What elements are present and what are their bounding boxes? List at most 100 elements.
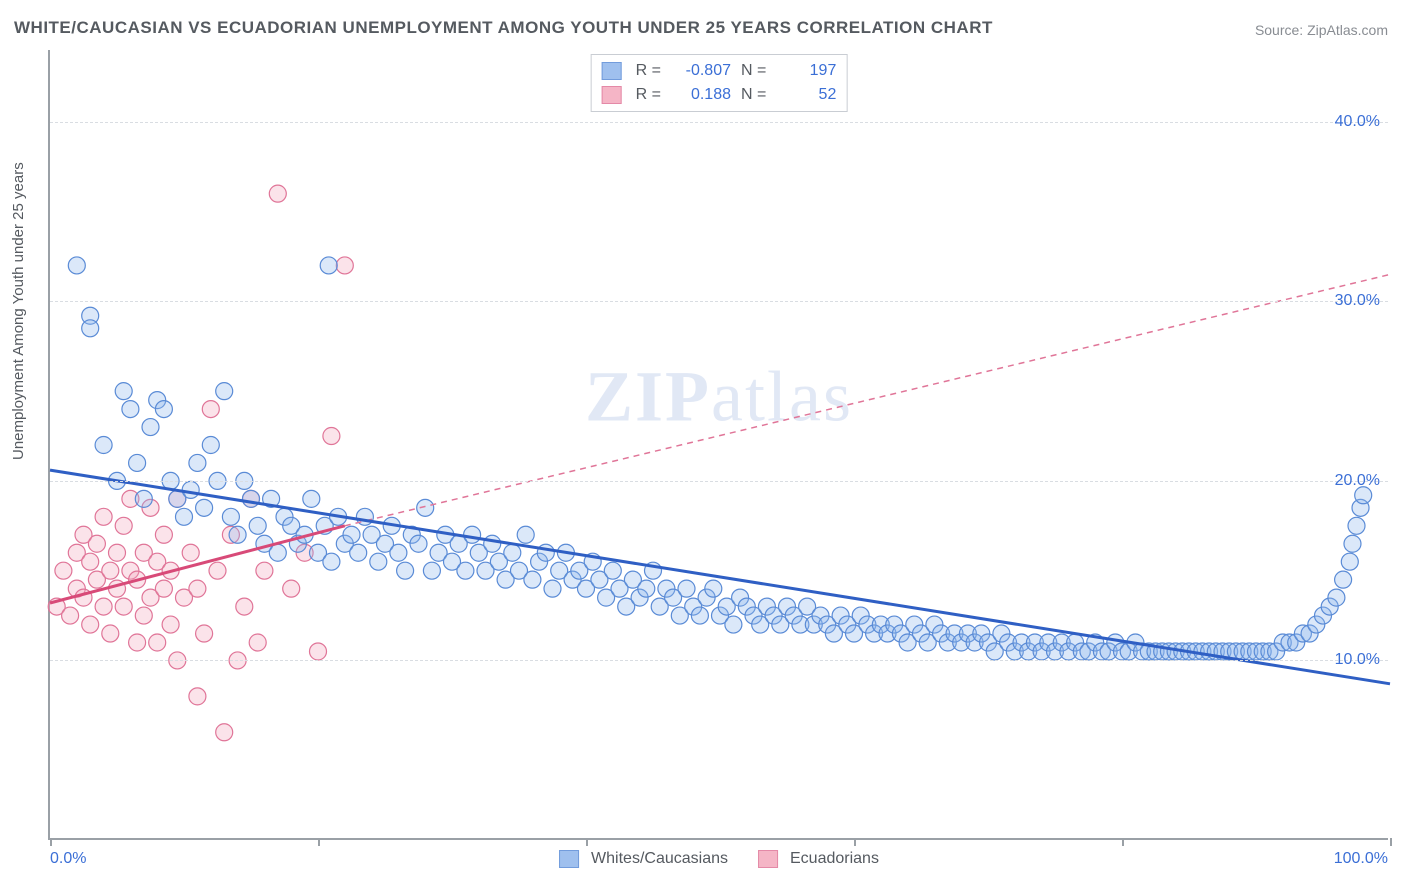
data-point <box>229 526 246 543</box>
trend-line <box>50 470 1390 684</box>
legend-row-whites: R = -0.807 N = 197 <box>602 59 837 83</box>
x-tick <box>1122 838 1124 846</box>
y-tick-label: 10.0% <box>1335 651 1380 669</box>
data-point <box>189 688 206 705</box>
data-point <box>457 562 474 579</box>
data-point <box>202 401 219 418</box>
data-point <box>303 490 320 507</box>
data-point <box>196 499 213 516</box>
data-point <box>202 437 219 454</box>
swatch-ecuadorians <box>602 86 622 104</box>
data-point <box>95 598 112 615</box>
data-point <box>343 526 360 543</box>
data-point <box>129 454 146 471</box>
data-point <box>323 553 340 570</box>
data-point <box>390 544 407 561</box>
data-point <box>142 419 159 436</box>
source-label: Source: ZipAtlas.com <box>1255 22 1388 38</box>
data-point <box>162 616 179 633</box>
data-point <box>88 535 105 552</box>
chart-svg <box>50 50 1388 838</box>
data-point <box>216 383 233 400</box>
swatch-whites-icon <box>559 850 579 868</box>
x-tick <box>854 838 856 846</box>
data-point <box>115 517 132 534</box>
data-point <box>189 580 206 597</box>
data-point <box>1348 517 1365 534</box>
data-point <box>129 634 146 651</box>
y-axis-label: Unemployment Among Youth under 25 years <box>10 162 27 460</box>
data-point <box>155 526 172 543</box>
data-point <box>115 598 132 615</box>
data-point <box>249 634 266 651</box>
data-point <box>102 625 119 642</box>
data-point <box>155 580 172 597</box>
x-tick <box>50 838 52 846</box>
data-point <box>135 607 152 624</box>
y-tick-label: 30.0% <box>1335 292 1380 310</box>
x-tick <box>586 838 588 846</box>
data-point <box>216 724 233 741</box>
data-point <box>95 437 112 454</box>
data-point <box>236 598 253 615</box>
x-tick <box>318 838 320 846</box>
data-point <box>370 553 387 570</box>
data-point <box>176 508 193 525</box>
data-point <box>1344 535 1361 552</box>
n-label: N = <box>741 62 766 80</box>
data-point <box>222 508 239 525</box>
swatch-whites <box>602 62 622 80</box>
data-point <box>95 508 112 525</box>
data-point <box>725 616 742 633</box>
data-point <box>544 580 561 597</box>
data-point <box>182 544 199 561</box>
legend-item-ecuadorians: Ecuadorians <box>758 850 879 868</box>
swatch-ecuadorians-icon <box>758 850 778 868</box>
chart-container: WHITE/CAUCASIAN VS ECUADORIAN UNEMPLOYME… <box>0 0 1406 892</box>
legend-label-ecuadorians: Ecuadorians <box>790 850 879 868</box>
data-point <box>82 616 99 633</box>
data-point <box>320 257 337 274</box>
y-tick-label: 40.0% <box>1335 113 1380 131</box>
data-point <box>55 562 72 579</box>
r-label: R = <box>636 62 661 80</box>
data-point <box>109 544 126 561</box>
y-tick-label: 20.0% <box>1335 472 1380 490</box>
data-point <box>82 320 99 337</box>
gridline <box>50 122 1388 123</box>
data-point <box>524 571 541 588</box>
legend-row-ecuadorians: R = 0.188 N = 52 <box>602 83 837 107</box>
data-point <box>417 499 434 516</box>
data-point <box>1341 553 1358 570</box>
data-point <box>102 562 119 579</box>
x-tick-label-min: 0.0% <box>50 850 86 868</box>
x-tick <box>1390 838 1392 846</box>
data-point <box>638 580 655 597</box>
data-point <box>135 490 152 507</box>
data-point <box>336 257 353 274</box>
r-value-whites: -0.807 <box>671 62 731 80</box>
correlation-legend: R = -0.807 N = 197 R = 0.188 N = 52 <box>591 54 848 112</box>
data-point <box>705 580 722 597</box>
data-point <box>423 562 440 579</box>
data-point <box>62 607 79 624</box>
data-point <box>484 535 501 552</box>
trend-line <box>345 274 1390 525</box>
data-point <box>504 544 521 561</box>
data-point <box>517 526 534 543</box>
data-point <box>269 185 286 202</box>
data-point <box>464 526 481 543</box>
chart-title: WHITE/CAUCASIAN VS ECUADORIAN UNEMPLOYME… <box>14 18 993 38</box>
data-point <box>269 544 286 561</box>
data-point <box>310 643 327 660</box>
data-point <box>410 535 427 552</box>
data-point <box>155 401 172 418</box>
plot-area: ZIPatlas R = -0.807 N = 197 R = 0.188 N … <box>48 50 1388 840</box>
data-point <box>115 383 132 400</box>
data-point <box>243 490 260 507</box>
data-point <box>249 517 266 534</box>
gridline <box>50 660 1388 661</box>
n-label: N = <box>741 86 766 104</box>
series-legend: Whites/Caucasians Ecuadorians <box>559 850 879 868</box>
data-point <box>209 562 226 579</box>
